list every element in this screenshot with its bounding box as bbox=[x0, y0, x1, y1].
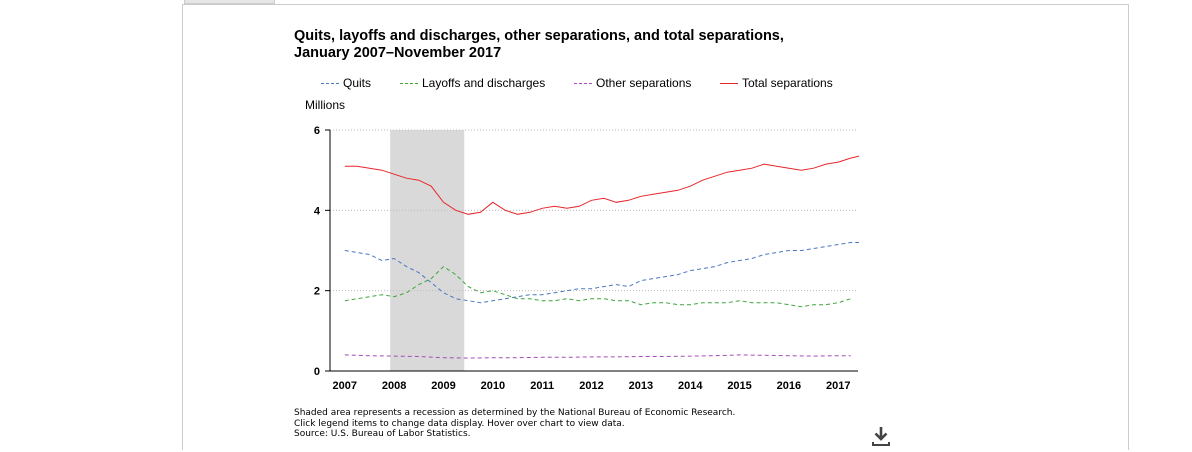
x-tick-label: 2017 bbox=[826, 380, 850, 392]
legend-item-other[interactable]: Other separations bbox=[574, 76, 691, 90]
y-tick-label: 4 bbox=[314, 205, 321, 217]
legend-item-quits[interactable]: Quits bbox=[321, 76, 371, 90]
chart-title: Quits, layoffs and discharges, other sep… bbox=[294, 28, 784, 61]
legend-swatch bbox=[400, 82, 418, 84]
x-tick-label: 2007 bbox=[333, 380, 357, 392]
series-line-total-separations bbox=[344, 155, 860, 215]
legend-label: Layoffs and discharges bbox=[422, 76, 546, 90]
x-tick-label: 2016 bbox=[777, 380, 801, 392]
y-axis-label: Millions bbox=[305, 98, 346, 112]
chart-panel bbox=[182, 4, 1129, 450]
legend-swatch bbox=[720, 82, 738, 84]
legend-swatch bbox=[574, 82, 592, 84]
legend-label: Total separations bbox=[742, 76, 833, 90]
tab-stub[interactable] bbox=[184, 0, 275, 4]
y-tick-label: 2 bbox=[314, 286, 320, 298]
x-tick-label: 2014 bbox=[678, 380, 703, 392]
x-tick-label: 2010 bbox=[481, 380, 505, 392]
legend: Quits Layoffs and discharges Other separ… bbox=[0, 76, 1192, 92]
legend-item-layoffs[interactable]: Layoffs and discharges bbox=[400, 76, 545, 90]
x-tick-label: 2012 bbox=[579, 380, 603, 392]
series-line-quits bbox=[344, 242, 859, 304]
note-source: Source: U.S. Bureau of Labor Statistics. bbox=[294, 429, 471, 439]
download-icon[interactable] bbox=[871, 425, 891, 447]
note-instructions: Click legend items to change data displa… bbox=[294, 418, 625, 429]
x-tick-label: 2011 bbox=[530, 380, 554, 392]
legend-item-total[interactable]: Total separations bbox=[720, 76, 833, 90]
x-tick-label: 2013 bbox=[629, 380, 653, 392]
recession-shade bbox=[390, 130, 465, 371]
y-tick-label: 6 bbox=[314, 125, 320, 137]
series-line-other-separations bbox=[344, 354, 851, 359]
legend-label: Quits bbox=[343, 76, 372, 90]
series-line-layoffs-and-discharges bbox=[344, 265, 851, 308]
legend-label: Other separations bbox=[596, 76, 692, 90]
legend-swatch bbox=[321, 82, 339, 84]
note-recession: Shaded area represents a recession as de… bbox=[294, 408, 736, 418]
x-tick-label: 2015 bbox=[727, 380, 751, 392]
chart-notes: Shaded area represents a recession as de… bbox=[294, 408, 735, 440]
x-tick-label: 2009 bbox=[431, 380, 455, 392]
y-tick-label: 0 bbox=[314, 366, 320, 378]
x-tick-label: 2008 bbox=[382, 380, 406, 392]
